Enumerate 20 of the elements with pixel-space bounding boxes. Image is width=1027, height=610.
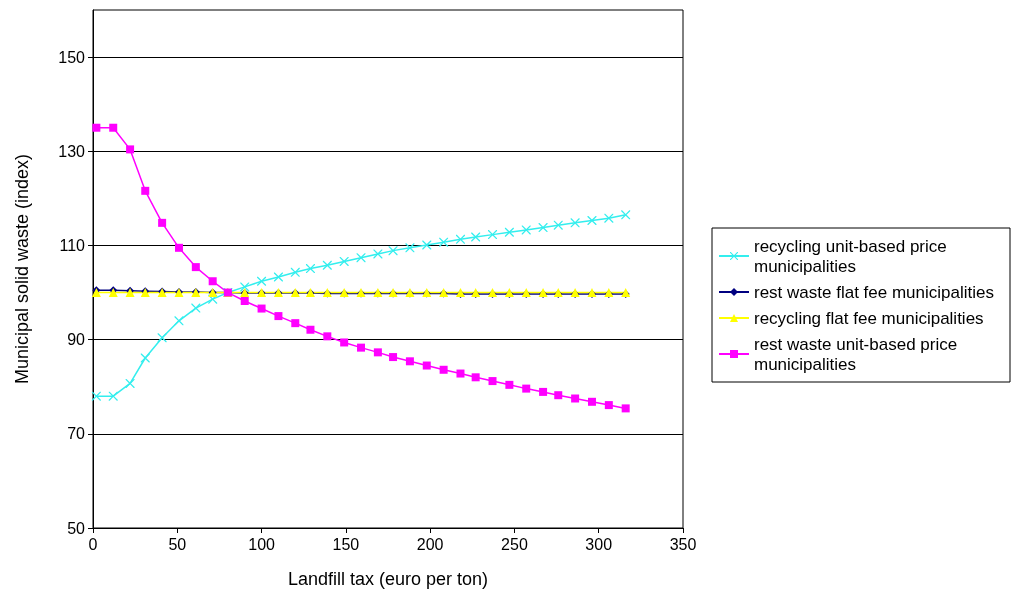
x-tick-label: 200 xyxy=(416,535,444,553)
y-tick-label: 110 xyxy=(59,236,86,254)
x-tick-label: 100 xyxy=(248,535,276,553)
y-tick-label: 90 xyxy=(67,331,86,349)
x-tick-label: 0 xyxy=(88,535,98,553)
x-tick-label: 50 xyxy=(168,535,187,553)
x-tick-label: 250 xyxy=(501,535,528,553)
legend-label: recycling unit-based price municipalities xyxy=(754,236,952,276)
legend-label: rest waste unit-based price municipalities xyxy=(754,334,962,374)
y-tick-label: 50 xyxy=(67,519,86,537)
x-tick-label: 350 xyxy=(669,535,697,553)
y-axis-title: Municipal solid waste (index) xyxy=(12,153,32,385)
x-tick-label: 300 xyxy=(585,535,613,553)
legend-label: rest waste flat fee municipalities xyxy=(754,282,994,302)
legend-label: recycling flat fee municipalities xyxy=(754,308,984,328)
y-tick-label: 70 xyxy=(67,425,86,443)
y-tick-label: 130 xyxy=(58,142,86,160)
x-axis-title: Landfill tax (euro per ton) xyxy=(287,569,489,589)
y-tick-label: 150 xyxy=(58,48,86,66)
x-tick-label: 150 xyxy=(332,535,360,553)
